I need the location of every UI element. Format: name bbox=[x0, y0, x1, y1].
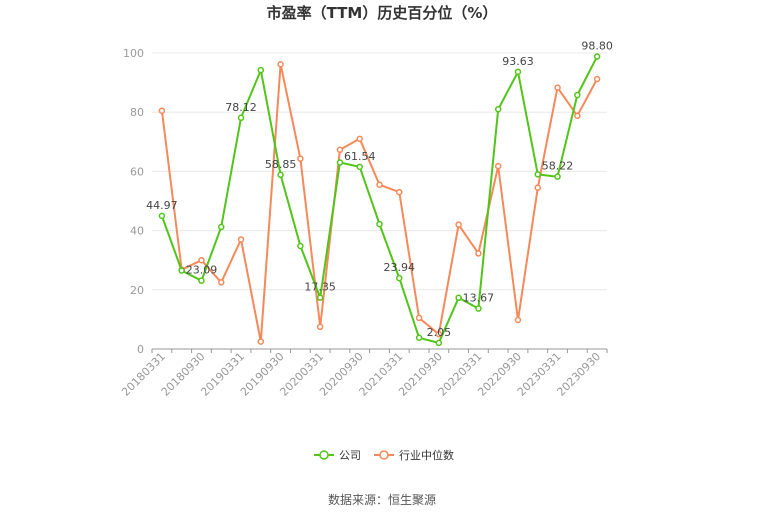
data-label: 23.09 bbox=[186, 264, 218, 277]
series-layer bbox=[158, 53, 601, 347]
y-axis: 0 20 40 60 80 100 bbox=[123, 47, 144, 356]
data-point bbox=[574, 91, 581, 99]
data-point bbox=[277, 60, 284, 68]
data-point bbox=[534, 171, 542, 178]
data-point bbox=[534, 184, 542, 191]
y-tick-label: 0 bbox=[137, 343, 144, 356]
data-point bbox=[455, 221, 462, 228]
legend-label: 行业中位数 bbox=[399, 448, 454, 462]
data-point bbox=[415, 334, 423, 342]
data-point bbox=[494, 105, 502, 113]
data-point bbox=[514, 316, 522, 324]
data-point bbox=[554, 84, 561, 91]
data-point bbox=[316, 294, 324, 301]
data-point bbox=[257, 338, 265, 345]
legend-marker-icon bbox=[319, 450, 329, 460]
data-label: 78.12 bbox=[225, 101, 257, 114]
data-point bbox=[158, 107, 166, 114]
data-label: 58.85 bbox=[265, 158, 297, 171]
data-point bbox=[198, 277, 205, 284]
data-label: 61.54 bbox=[344, 150, 376, 163]
data-point bbox=[514, 68, 522, 76]
data-point bbox=[217, 223, 225, 231]
data-label: 23.94 bbox=[384, 261, 416, 274]
data-point bbox=[277, 171, 284, 179]
data-point bbox=[336, 159, 344, 166]
data-point bbox=[376, 181, 383, 188]
data-label: 13.67 bbox=[463, 292, 495, 305]
data-point bbox=[297, 242, 304, 250]
y-tick-label: 40 bbox=[130, 225, 144, 238]
data-point bbox=[593, 75, 601, 83]
data-point bbox=[158, 212, 166, 220]
data-point bbox=[356, 135, 363, 143]
data-point bbox=[237, 236, 245, 243]
data-label: 58.22 bbox=[542, 160, 574, 173]
source-text: 数据来源：恒生聚源 bbox=[328, 492, 436, 507]
series-line-company bbox=[160, 56, 598, 344]
legend-label: 公司 bbox=[339, 449, 361, 462]
data-label: 44.97 bbox=[146, 199, 178, 212]
y-tick-label: 100 bbox=[123, 47, 144, 60]
data-point bbox=[455, 294, 462, 302]
data-point bbox=[257, 66, 265, 74]
data-point bbox=[435, 330, 443, 338]
legend-item-company[interactable]: 公司 bbox=[314, 449, 361, 462]
legend-item-industry-median[interactable]: 行业中位数 bbox=[374, 448, 454, 462]
data-point bbox=[356, 163, 363, 171]
data-point bbox=[316, 323, 324, 331]
data-label: 98.80 bbox=[581, 40, 613, 53]
data-point bbox=[554, 173, 561, 180]
data-point bbox=[435, 339, 443, 347]
data-labels: 44.97 23.09 78.12 58.85 17.35 61.54 23.94 2.05 1… bbox=[146, 40, 613, 339]
data-point bbox=[396, 274, 403, 282]
data-point bbox=[415, 314, 423, 322]
data-label: 2.05 bbox=[427, 326, 452, 339]
data-label: 17.35 bbox=[304, 281, 336, 294]
data-point bbox=[396, 188, 403, 196]
data-point bbox=[237, 114, 245, 122]
y-tick-label: 20 bbox=[130, 284, 144, 297]
data-point bbox=[198, 256, 205, 264]
data-point bbox=[494, 162, 502, 170]
data-point bbox=[593, 53, 601, 60]
data-point bbox=[475, 250, 482, 257]
legend[interactable]: 公司 行业中位数 bbox=[314, 448, 454, 462]
y-tick-label: 80 bbox=[130, 106, 144, 119]
data-point bbox=[217, 279, 225, 286]
data-label: 93.63 bbox=[502, 55, 534, 68]
chart-title: 市盈率（TTM）历史百分位（%） bbox=[267, 4, 498, 22]
y-tick-label: 60 bbox=[130, 165, 144, 178]
data-point bbox=[336, 146, 344, 154]
data-point bbox=[178, 267, 185, 274]
data-point bbox=[574, 112, 581, 120]
legend-marker-icon bbox=[379, 450, 389, 460]
data-point bbox=[376, 220, 383, 228]
data-point bbox=[475, 305, 482, 312]
x-axis: 2018033120180930201903312019093020200331… bbox=[119, 348, 608, 399]
data-point bbox=[297, 155, 304, 162]
